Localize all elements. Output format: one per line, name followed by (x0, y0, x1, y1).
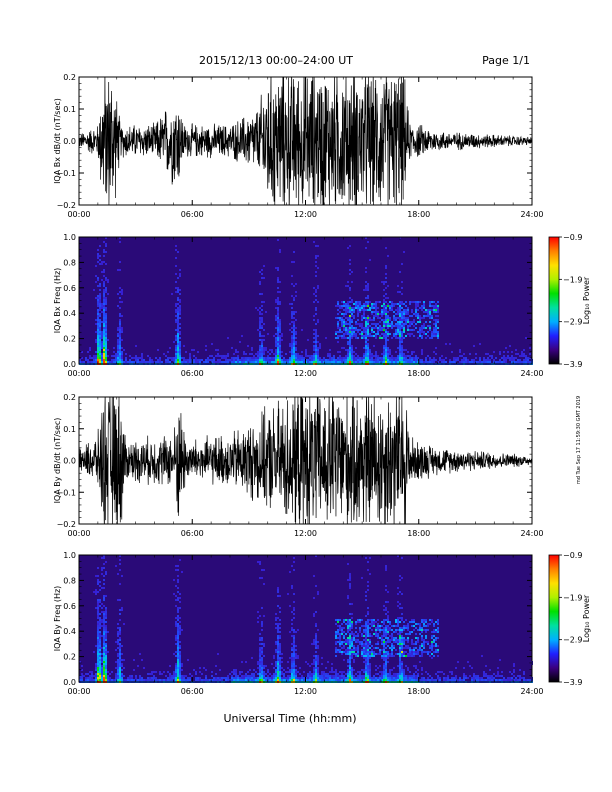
colorbar-tick-label: −1.9 (563, 593, 582, 602)
colorbar-gradient (548, 236, 560, 365)
x-tick-label: 18:00 (407, 687, 430, 696)
y-tick-label: 0.6 (63, 284, 76, 293)
y-tick-label: 0.0 (63, 678, 76, 687)
x-tick-label: 18:00 (407, 210, 430, 219)
colorbar-tick-label: −0.9 (563, 233, 582, 242)
x-tick-label: 12:00 (294, 529, 317, 538)
by-spectrogram-ylabel: IQA By Freq (Hz) (53, 586, 62, 652)
by-spectrogram-panel: 00:00 06:00 12:00 18:00 24:00 0.0 0.2 0.4 0.6 0.8… (53, 551, 591, 696)
y-tick-label: 0.1 (63, 105, 76, 114)
colorbar-tick-label: −1.9 (563, 275, 582, 284)
y-tick-label: 0.2 (63, 653, 76, 662)
x-tick-label: 06:00 (181, 369, 204, 378)
y-tick-label: 0.1 (63, 425, 76, 434)
x-tick-label: 06:00 (181, 210, 204, 219)
x-tick-label: 00:00 (67, 687, 90, 696)
y-tick-label: −0.2 (57, 520, 76, 529)
by-dbdt-ylabel: IQA By dB/dt (nT/sec) (53, 418, 62, 504)
colorbar-tick-label: −2.9 (563, 318, 582, 327)
x-tick-label: 00:00 (67, 529, 90, 538)
x-axis-label: Universal Time (hh:mm) (224, 712, 357, 725)
x-tick-label: 12:00 (294, 369, 317, 378)
y-tick-label: 1.0 (63, 551, 76, 560)
bx-dbdt-axes: 00:00 06:00 12:00 18:00 24:00 −0.2 −0.1 0.0 0.1 0… (57, 73, 544, 219)
x-tick-label: 18:00 (407, 369, 430, 378)
y-tick-label: 1.0 (63, 233, 76, 242)
spectrogram-background (79, 237, 532, 364)
y-tick-label: 0.4 (63, 309, 76, 318)
page-number: Page 1/1 (482, 54, 530, 67)
x-tick-label: 24:00 (520, 210, 543, 219)
bx-dbdt-panel: 00:00 06:00 12:00 18:00 24:00 −0.2 −0.1 0.0 0.1 0… (53, 73, 544, 219)
y-tick-label: −0.1 (57, 169, 76, 178)
by-dbdt-panel: 00:00 06:00 12:00 18:00 24:00 −0.2 −0.1 0.0 0.1 0… (53, 393, 544, 538)
by-dbdt-trace (79, 397, 532, 524)
y-tick-label: −0.2 (57, 201, 76, 210)
dbdt-trace-line (79, 397, 532, 524)
y-tick-label: 0.4 (63, 627, 76, 636)
dbdt-trace-line (79, 77, 532, 205)
by-dbdt-axes: 00:00 06:00 12:00 18:00 24:00 −0.2 −0.1 0.0 0.1 0… (57, 393, 544, 538)
x-tick-label: 12:00 (294, 687, 317, 696)
y-tick-label: 0.2 (63, 73, 76, 82)
x-tick-label: 06:00 (181, 529, 204, 538)
colorbar-tick-label: −0.9 (563, 551, 582, 560)
colorbar-tick-label: −3.9 (563, 678, 582, 687)
date-range-title: 2015/12/13 00:00–24:00 UT (199, 54, 353, 67)
x-tick-label: 24:00 (520, 369, 543, 378)
y-tick-label: 0.2 (63, 335, 76, 344)
bx-spectrogram-ylabel: IQA Bx Freq (Hz) (53, 268, 62, 334)
y-tick-label: 0.8 (63, 258, 76, 267)
colorbar-tick-label: −3.9 (563, 360, 582, 369)
colorbar-tick-label: −2.9 (563, 636, 582, 645)
x-tick-label: 24:00 (520, 687, 543, 696)
x-tick-label: 06:00 (181, 687, 204, 696)
colorbar-gradient (548, 554, 560, 683)
by-spectrogram-axes: 00:00 06:00 12:00 18:00 24:00 0.0 0.2 0.4 0.6 0.8… (63, 551, 543, 696)
y-tick-label: 0.6 (63, 602, 76, 611)
y-tick-label: 0.8 (63, 576, 76, 585)
y-tick-label: 0.2 (63, 393, 76, 402)
side-timestamp: md Tue Sep 17 11:59:30 GMT 2019 (576, 396, 582, 484)
x-tick-label: 00:00 (67, 369, 90, 378)
y-tick-label: −0.1 (57, 488, 76, 497)
bx-spectrogram-axes: 00:00 06:00 12:00 18:00 24:00 0.0 0.2 0.4 0.6 0.8… (63, 233, 543, 378)
bx-colorbar: −0.9 −1.9 −2.9 −3.9 (548, 233, 582, 369)
bx-dbdt-ylabel: IQA Bx dB/dt (nT/sec) (53, 98, 62, 184)
by-spectrogram-heatmap (79, 555, 533, 683)
bx-dbdt-trace (79, 77, 532, 205)
x-tick-label: 24:00 (520, 529, 543, 538)
y-tick-label: 0.0 (63, 137, 76, 146)
by-colorbar-label: Log₁₀ Power (582, 594, 591, 642)
bx-spectrogram-panel: 00:00 06:00 12:00 18:00 24:00 0.0 0.2 0.4 0.6 0.8… (53, 233, 591, 378)
x-tick-label: 12:00 (294, 210, 317, 219)
y-tick-label: 0.0 (63, 360, 76, 369)
by-colorbar: −0.9 −1.9 −2.9 −3.9 (548, 551, 582, 687)
x-tick-label: 00:00 (67, 210, 90, 219)
spectrogram-background (79, 555, 532, 682)
x-tick-label: 18:00 (407, 529, 430, 538)
bx-colorbar-label: Log₁₀ Power (582, 276, 591, 324)
y-tick-label: 0.0 (63, 457, 76, 466)
bx-spectrogram-heatmap (79, 237, 533, 365)
